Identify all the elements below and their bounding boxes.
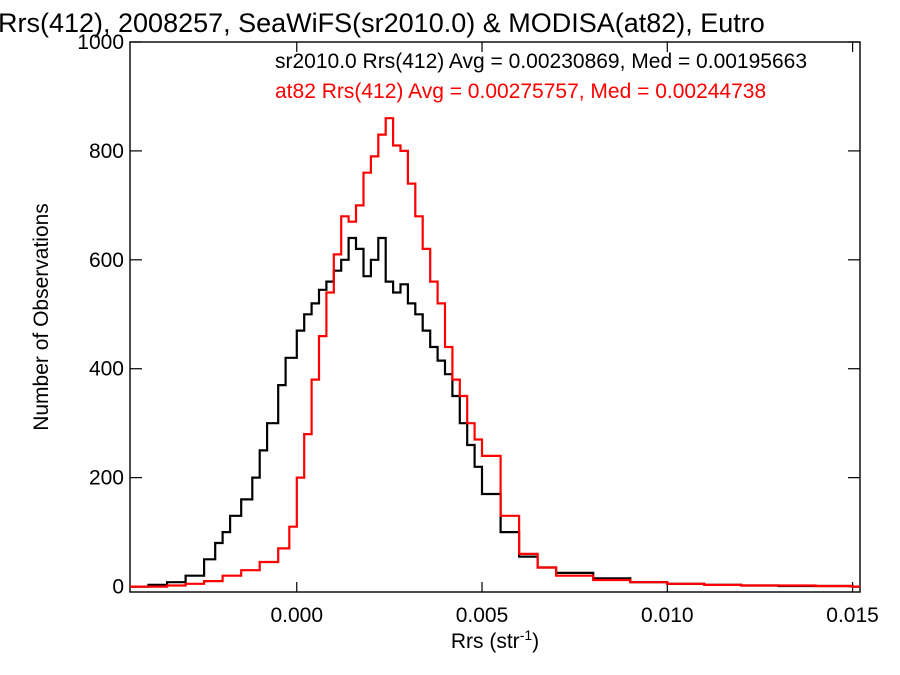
x-axis-label-superscript: -1 [520, 627, 533, 643]
x-tick-label: 0.010 [641, 604, 694, 627]
series-layer [130, 117, 860, 588]
x-axis-label-main: Rrs (str [451, 630, 520, 653]
y-tick-label: 200 [89, 467, 124, 490]
y-tick-label: 400 [89, 358, 124, 381]
y-tick-label: 600 [89, 249, 124, 272]
x-tick-label: 0.015 [826, 604, 879, 627]
series-line-at82 [130, 117, 860, 588]
x-axis-label: Rrs (str-1) [451, 627, 539, 653]
y-tick-label: 0 [112, 576, 124, 599]
chart-title: Rrs(412), 2008257, SeaWiFS(sr2010.0) & M… [0, 8, 765, 38]
x-tick-label: 0.005 [456, 604, 509, 627]
x-axis-label-close: ) [532, 630, 539, 653]
plot-frame [129, 41, 861, 593]
legend-entry-black: sr2010.0 Rrs(412) Avg = 0.00230869, Med … [275, 50, 807, 73]
x-tick-label: 0.000 [270, 604, 323, 627]
y-tick-label: 1000 [77, 31, 124, 54]
y-tick-label: 800 [89, 140, 124, 163]
y-axis-label: Number of Observations [30, 203, 53, 431]
legend-entry-red: at82 Rrs(412) Avg = 0.00275757, Med = 0.… [275, 80, 766, 103]
x-axis: 0.000 0.005 0.010 0.015 [270, 42, 879, 627]
